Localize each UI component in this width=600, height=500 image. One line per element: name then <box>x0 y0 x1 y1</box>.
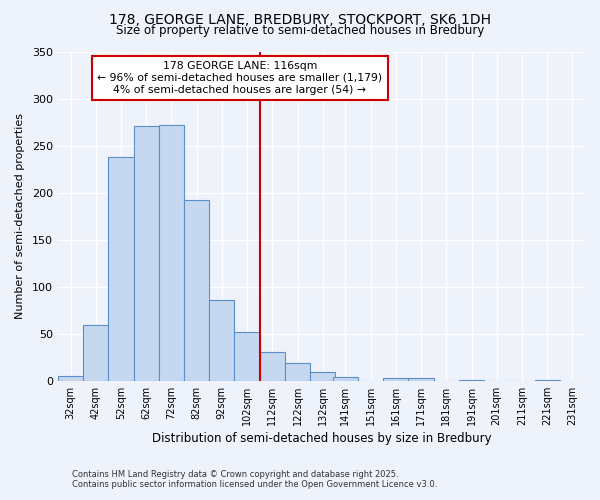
Bar <box>535 380 560 381</box>
Bar <box>184 200 209 381</box>
Bar <box>134 126 159 381</box>
Y-axis label: Number of semi-detached properties: Number of semi-detached properties <box>15 113 25 319</box>
Text: Size of property relative to semi-detached houses in Bredbury: Size of property relative to semi-detach… <box>116 24 484 37</box>
Bar <box>159 125 184 381</box>
Bar <box>235 332 260 381</box>
Text: 178, GEORGE LANE, BREDBURY, STOCKPORT, SK6 1DH: 178, GEORGE LANE, BREDBURY, STOCKPORT, S… <box>109 12 491 26</box>
Bar <box>310 372 335 381</box>
Bar <box>109 157 134 381</box>
Bar <box>83 326 109 381</box>
Bar <box>409 378 434 381</box>
Bar <box>459 380 484 381</box>
Text: Contains HM Land Registry data © Crown copyright and database right 2025.
Contai: Contains HM Land Registry data © Crown c… <box>72 470 437 489</box>
X-axis label: Distribution of semi-detached houses by size in Bredbury: Distribution of semi-detached houses by … <box>152 432 491 445</box>
Bar <box>260 352 285 381</box>
Bar <box>383 378 409 381</box>
Bar <box>209 300 235 381</box>
Text: 178 GEORGE LANE: 116sqm
← 96% of semi-detached houses are smaller (1,179)
4% of : 178 GEORGE LANE: 116sqm ← 96% of semi-de… <box>97 62 382 94</box>
Bar <box>333 377 358 381</box>
Bar <box>58 376 83 381</box>
Bar <box>285 363 310 381</box>
